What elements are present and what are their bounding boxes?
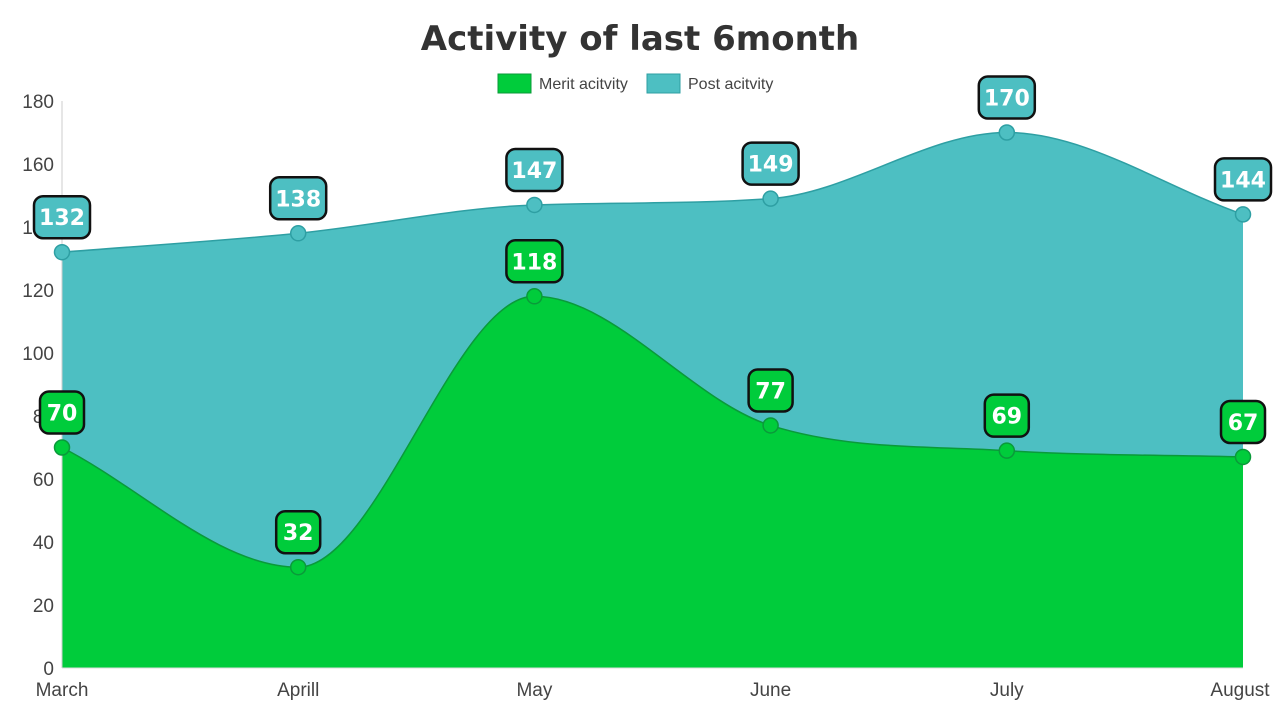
data-label-box: [505, 239, 564, 284]
legend-label-post-acitvity: Post acitvity: [688, 76, 773, 93]
data-label: 77: [755, 379, 786, 404]
x-tick-label: May: [516, 680, 552, 701]
y-tick-label: 100: [22, 344, 54, 365]
data-label-box: [274, 509, 322, 555]
data-point: [526, 196, 543, 214]
data-label: 170: [984, 87, 1030, 112]
x-tick-label: August: [1210, 680, 1270, 701]
data-point: [53, 439, 71, 456]
x-tick-label: June: [750, 680, 791, 701]
data-label: 67: [1228, 411, 1259, 436]
data-label-box: [32, 194, 92, 240]
data-point: [1234, 206, 1252, 223]
area-merit-acitvity: [62, 296, 1243, 668]
data-label-box: [983, 393, 1031, 438]
legend-swatch-merit-acitvity: [497, 73, 532, 94]
data-label-box: [38, 390, 86, 435]
legend-swatch-post-acitvity: [646, 73, 681, 94]
plot-area: [61, 131, 1244, 668]
data-point: [526, 288, 543, 305]
data-point: [998, 124, 1016, 141]
data-label: 138: [275, 187, 321, 212]
data-labels: 132 138 147 149 170 144 70 32 118 77 69 67: [32, 75, 1273, 576]
data-label-box: [505, 147, 564, 193]
data-label-box: [747, 368, 794, 413]
legend-label-merit-acitvity: Merit acitvity: [539, 76, 628, 93]
data-label: 132: [39, 206, 85, 231]
data-label: 70: [47, 402, 78, 427]
data-label-box: [1213, 157, 1273, 202]
data-point: [53, 243, 71, 261]
chart-title: Activity of last 6month: [421, 19, 859, 59]
data-label: 147: [511, 159, 557, 184]
data-label-box: [977, 75, 1037, 120]
data-point: [289, 225, 307, 242]
y-tick-label: 20: [33, 596, 54, 617]
data-point: [762, 190, 779, 207]
y-tick-label: 40: [33, 533, 54, 554]
y-tick-label: 60: [33, 470, 54, 491]
data-label: 144: [1220, 168, 1266, 193]
axes: 020406080100120140160180MarchAprillMayJu…: [22, 92, 1270, 701]
data-point: [289, 558, 307, 576]
data-label-box: [1219, 399, 1267, 445]
line-merit-acitvity: [61, 295, 1244, 568]
line-post-acitvity: [61, 131, 1244, 253]
legend: Merit acitvity Post acitvity: [497, 73, 773, 94]
x-tick-label: July: [990, 680, 1024, 701]
data-point: [762, 417, 779, 434]
y-tick-label: 180: [22, 92, 54, 113]
y-tick-label: 0: [43, 659, 54, 680]
data-label: 118: [511, 250, 557, 275]
data-point: [1234, 448, 1252, 466]
data-label-box: [268, 176, 328, 221]
x-tick-label: March: [36, 680, 89, 701]
data-point: [998, 442, 1016, 459]
data-label: 149: [748, 153, 794, 178]
x-tick-label: Aprill: [277, 680, 319, 701]
y-tick-label: 120: [22, 281, 54, 302]
y-tick-label: 160: [22, 155, 54, 176]
data-label-box: [741, 141, 800, 186]
data-label: 32: [283, 521, 314, 546]
data-label: 69: [991, 405, 1022, 430]
